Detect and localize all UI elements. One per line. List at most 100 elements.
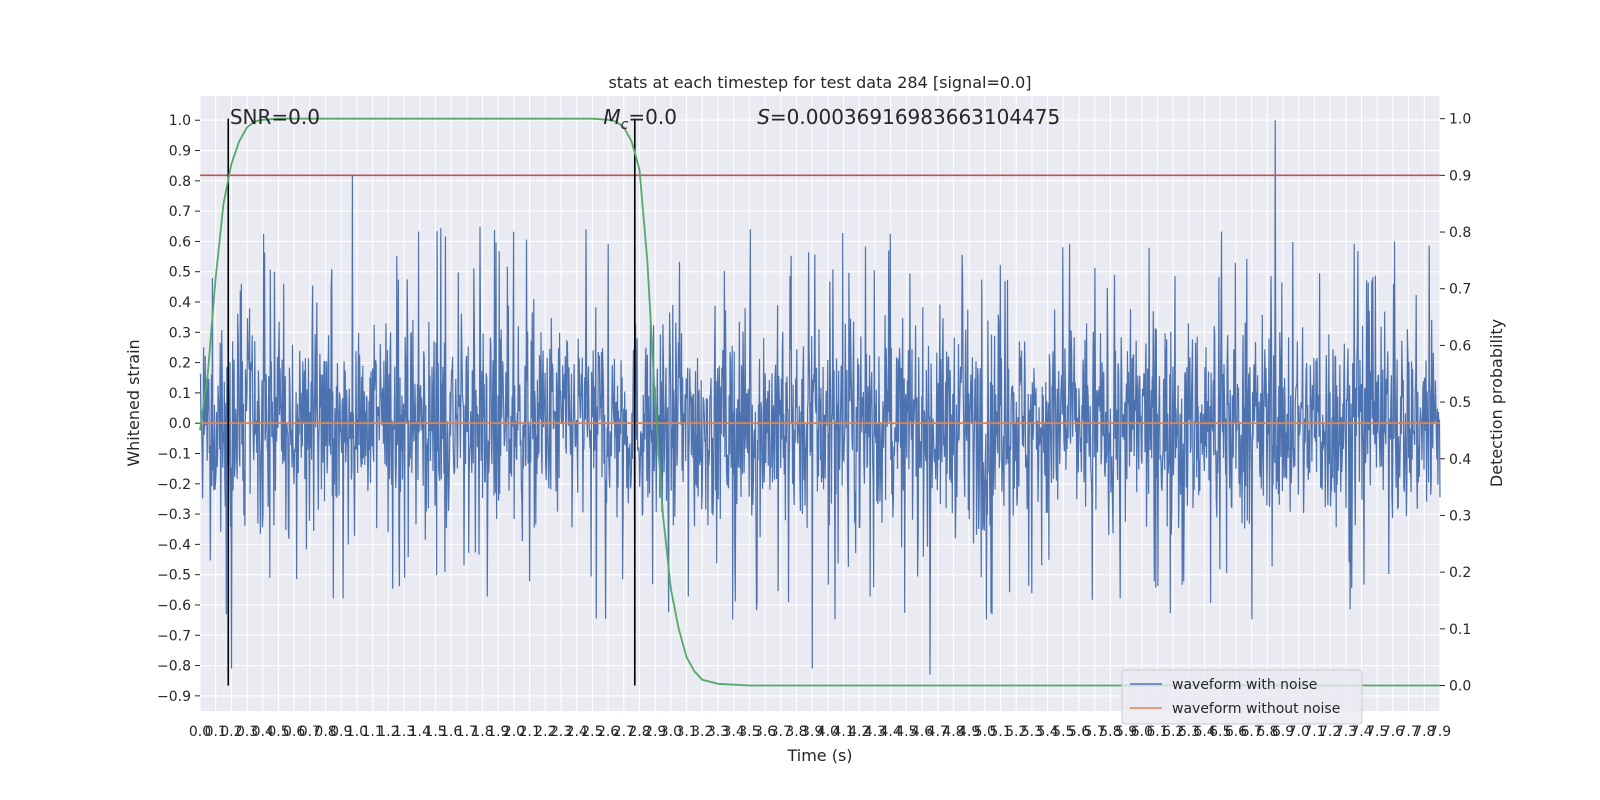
x-tick-label: 5.8: [1099, 724, 1121, 740]
x-tick-label: 2.5: [581, 724, 603, 740]
y-tick-label: −0.6: [157, 598, 191, 614]
x-tick-label: 4.0: [817, 724, 839, 740]
x-tick-label: 3.5: [738, 724, 760, 740]
x-tick-label: 7.4: [1350, 724, 1372, 740]
x-tick-label: 5.7: [1084, 724, 1106, 740]
x-tick-label: 1.0: [346, 724, 368, 740]
y-tick-label: 0.9: [169, 144, 191, 160]
x-tick-label: 7.9: [1429, 724, 1451, 740]
x-tick-label: 5.5: [1052, 724, 1074, 740]
x-tick-label: 1.4: [409, 724, 431, 740]
x-tick-label: 4.8: [942, 724, 964, 740]
y-tick-label: 0.4: [169, 295, 191, 311]
x-tick-label: 7.6: [1382, 724, 1404, 740]
chart-title: stats at each timestep for test data 284…: [608, 73, 1031, 92]
x-tick-label: 1.1: [362, 724, 384, 740]
annotation-s-value: =0.00036916983663104475: [770, 105, 1060, 129]
y2-tick-label: 0.9: [1449, 168, 1471, 184]
x-tick-label: 3.2: [691, 724, 713, 740]
y2-tick-label: 0.8: [1449, 225, 1471, 241]
annotation-chirp-mass-value: =0.0: [628, 105, 677, 129]
x-tick-label: 4.7: [927, 724, 949, 740]
x-tick-label: 6.5: [1209, 724, 1231, 740]
y-axis-label: Whitened strain: [124, 339, 143, 466]
y2-tick-label: 0.5: [1449, 395, 1471, 411]
annotation-chirp-mass-subscript: c: [621, 117, 629, 133]
x-tick-label: 5.9: [1115, 724, 1137, 740]
x-tick-label: 3.6: [754, 724, 776, 740]
x-tick-label: 6.0: [1131, 724, 1153, 740]
x-tick-label: 3.1: [675, 724, 697, 740]
x-tick-label: 1.2: [377, 724, 399, 740]
annotations: SNR=0.0 Mc=0.0 S=0.00036916983663104475: [230, 105, 1060, 133]
x-tick-label: 6.8: [1256, 724, 1278, 740]
x-tick-label: 5.4: [1036, 724, 1058, 740]
x-tick-label: 2.8: [628, 724, 650, 740]
y-tick-label: 0.0: [169, 416, 191, 432]
x-tick-label: 1.8: [471, 724, 493, 740]
x-tick-label: 0.3: [236, 724, 258, 740]
x-tick-label: 2.4: [566, 724, 588, 740]
x-tick-label: 7.0: [1288, 724, 1310, 740]
x-tick-label: 4.5: [895, 724, 917, 740]
y2-tick-label: 0.1: [1449, 622, 1471, 638]
y-tick-label: −0.8: [157, 659, 191, 675]
x-tick-label: 7.7: [1397, 724, 1419, 740]
x-tick-label: 6.1: [1146, 724, 1168, 740]
legend-label-without-noise: waveform without noise: [1172, 701, 1340, 717]
y2-tick-label: 0.2: [1449, 565, 1471, 581]
x-tick-label: 7.2: [1319, 724, 1341, 740]
x-axis-label: Time (s): [786, 746, 852, 765]
x-tick-label: 6.2: [1162, 724, 1184, 740]
x-tick-label: 3.7: [770, 724, 792, 740]
x-tick-label: 5.2: [1005, 724, 1027, 740]
x-tick-label: 0.2: [220, 724, 242, 740]
x-tick-label: 1.7: [456, 724, 478, 740]
x-tick-label: 6.9: [1272, 724, 1294, 740]
annotation-chirp-mass-symbol: M: [603, 105, 620, 129]
y2-tick-label: 0.3: [1449, 508, 1471, 524]
legend: waveform with noise waveform without noi…: [1121, 669, 1363, 725]
y-tick-label: 0.7: [169, 204, 191, 220]
x-tick-label: 6.7: [1241, 724, 1263, 740]
x-tick-label: 7.1: [1303, 724, 1325, 740]
y2-tick-label: 0.4: [1449, 452, 1471, 468]
annotation-s-symbol: S: [757, 105, 770, 129]
x-tick-label: 2.2: [534, 724, 556, 740]
annotation-snr: SNR=0.0: [230, 105, 320, 129]
x-tick-label: 0.4: [252, 724, 274, 740]
x-tick-label: 4.3: [864, 724, 886, 740]
y2-axis-label: Detection probability: [1487, 319, 1506, 487]
x-tick-label: 0.1: [205, 724, 227, 740]
x-tick-label: 0.0: [189, 724, 211, 740]
x-tick-label: 3.9: [801, 724, 823, 740]
x-tick-label: 1.3: [393, 724, 415, 740]
x-tick-label: 2.0: [503, 724, 525, 740]
detection-probability-line: [199, 117, 1440, 687]
y-tick-label: 1.0: [169, 113, 191, 129]
x-tick-labels: 0.00.10.20.30.40.50.60.70.80.91.01.11.21…: [189, 724, 1451, 740]
x-tick-label: 0.9: [330, 724, 352, 740]
y-tick-label: −0.1: [157, 446, 191, 462]
x-tick-label: 4.6: [911, 724, 933, 740]
y2-tick-label: 0.7: [1449, 282, 1471, 298]
x-tick-label: 7.8: [1413, 724, 1435, 740]
x-tick-label: 4.1: [832, 724, 854, 740]
x-tick-label: 5.0: [974, 724, 996, 740]
x-tick-label: 4.9: [958, 724, 980, 740]
x-tick-label: 5.3: [1021, 724, 1043, 740]
annotation-s: S=0.00036916983663104475: [757, 105, 1060, 129]
x-tick-label: 2.6: [597, 724, 619, 740]
y-tick-label: −0.2: [157, 477, 191, 493]
x-tick-label: 0.5: [267, 724, 289, 740]
x-tick-label: 1.5: [424, 724, 446, 740]
y2-tick-label: 0.0: [1449, 678, 1471, 694]
x-tick-label: 1.9: [487, 724, 509, 740]
y2-tick-label: 0.6: [1449, 338, 1471, 354]
y-tick-label: −0.4: [157, 537, 191, 553]
x-tick-label: 7.3: [1335, 724, 1357, 740]
y2-tick-labels: 0.0 0.1 0.2 0.3 0.4 0.5 0.6 0.7 0.8 0.9 1.0: [1440, 112, 1471, 694]
x-tick-label: 3.3: [707, 724, 729, 740]
y-tick-label: −0.9: [157, 689, 191, 705]
overlays: [199, 117, 1440, 687]
